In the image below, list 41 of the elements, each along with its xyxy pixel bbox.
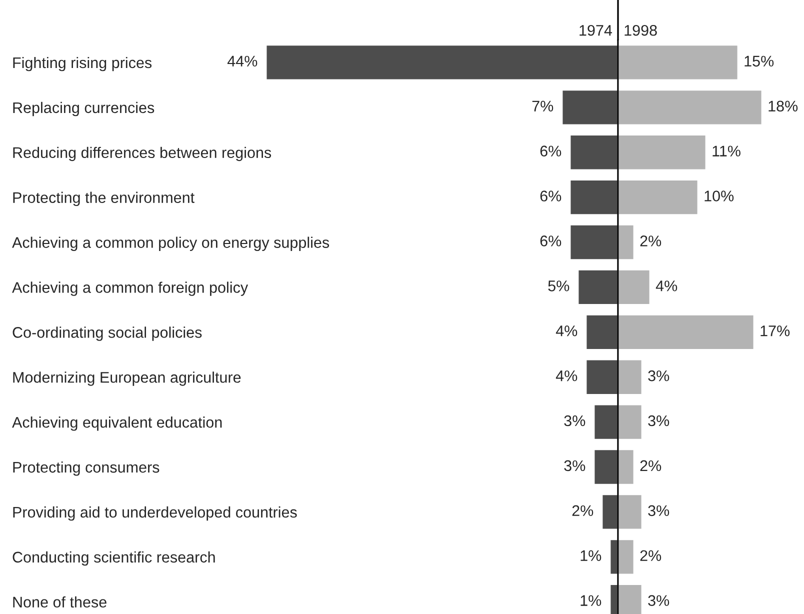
data-label: 18% xyxy=(768,100,798,112)
data-label: 3% xyxy=(648,370,670,382)
data-label: 2% xyxy=(640,236,662,246)
data-label: 4% xyxy=(556,370,578,382)
data-label: 1% xyxy=(580,595,602,606)
data-label: 6% xyxy=(540,190,562,202)
data-label: 3% xyxy=(648,415,670,426)
data-label: 4% xyxy=(656,280,678,292)
data-label: 3% xyxy=(648,505,670,516)
data-label: 44% xyxy=(227,56,258,67)
y-tick-label: Protecting consumers xyxy=(13,461,160,476)
data-label: 6% xyxy=(540,236,562,246)
y-tick-label: Fighting rising prices xyxy=(13,56,152,72)
y-tick-label: Protecting the environment xyxy=(13,192,194,206)
y-tick-label: None of these xyxy=(13,596,106,608)
data-label: 10% xyxy=(704,190,734,202)
data-label: 11% xyxy=(712,146,740,156)
data-label: 3% xyxy=(648,595,670,606)
y-tick-label: Achieving a common foreign policy xyxy=(12,282,248,296)
y-tick-label: Achieving equivalent education xyxy=(12,416,222,431)
y-tick-label: Replacing currencies xyxy=(13,102,154,116)
y-tick-label: Modernizing European agriculture xyxy=(13,372,241,386)
series-label: 1998 xyxy=(624,24,657,36)
data-label: 3% xyxy=(564,415,586,426)
data-label: 17% xyxy=(760,326,790,336)
data-label: 1% xyxy=(580,550,602,561)
data-label: 4% xyxy=(556,326,578,336)
data-label: 2% xyxy=(640,460,662,472)
data-label: 15% xyxy=(744,56,774,67)
data-label: 6% xyxy=(540,146,562,156)
y-tick-label: Reducing differences between regions xyxy=(13,146,272,162)
data-label: 2% xyxy=(572,505,594,516)
data-label: 7% xyxy=(532,100,554,112)
y-tick-label: Achieving a common policy on energy supplies xyxy=(12,236,330,251)
series-label: 1974 xyxy=(580,24,612,36)
y-tick-label: Conducting scientific research xyxy=(12,551,215,566)
data-label: 3% xyxy=(564,460,586,472)
data-label: 2% xyxy=(640,550,662,561)
y-tick-label: Providing aid to underdeveloped countries xyxy=(13,506,297,521)
y-tick-label: Co-ordinating social policies xyxy=(12,326,202,341)
data-label: 5% xyxy=(548,280,570,292)
